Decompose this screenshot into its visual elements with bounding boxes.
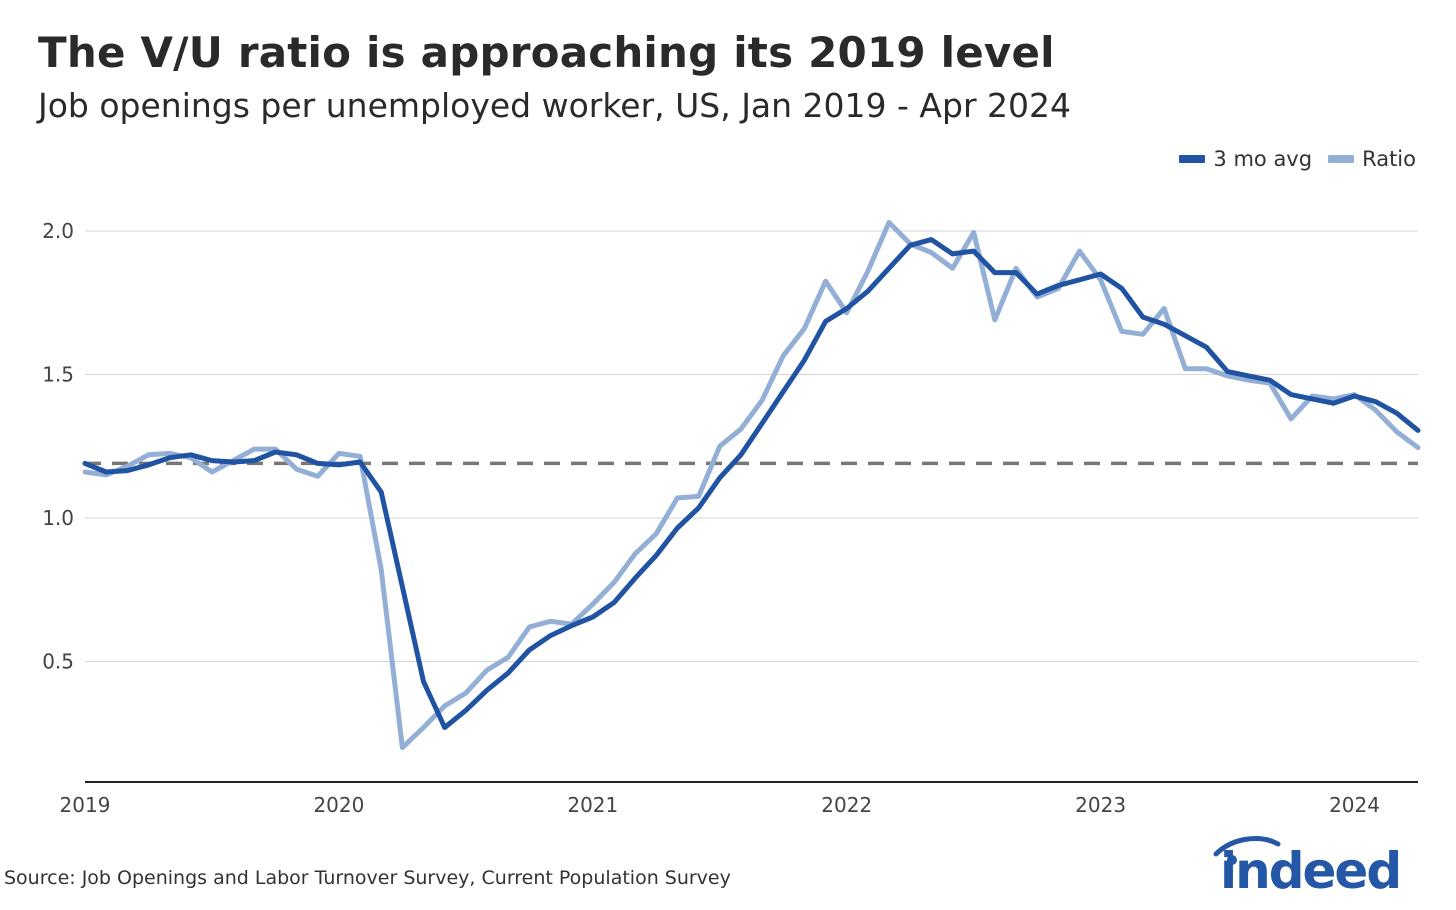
logo-dot-icon (1227, 855, 1237, 865)
source-note: Source: Job Openings and Labor Turnover … (4, 867, 731, 889)
chart-subtitle: Job openings per unemployed worker, US, … (38, 86, 1071, 125)
gridlines (85, 230, 1418, 662)
legend-item-ratio: Ratio (1328, 147, 1416, 171)
x-tick-label: 2022 (821, 793, 872, 817)
x-tick-label: 2021 (567, 793, 618, 817)
series-layer (82, 219, 1421, 751)
x-tick-label: 2020 (313, 793, 364, 817)
y-tick-label: 1.5 (42, 362, 74, 386)
y-tick-label: 0.5 (42, 649, 74, 673)
axis-layer: 0.5 1.0 1.5 2.0 2019 2020 2021 2022 2023 2024 (42, 219, 1418, 817)
x-tick-label: 2019 (60, 793, 111, 817)
x-tick-label: 2024 (1329, 793, 1380, 817)
chart-title: The V/U ratio is approaching its 2019 le… (38, 28, 1055, 77)
y-tick-label: 2.0 (42, 219, 74, 243)
legend-swatch-ratio (1328, 155, 1355, 163)
x-tick-label: 2023 (1075, 793, 1126, 817)
y-tick-label: 1.0 (42, 506, 74, 530)
legend-label-ratio: Ratio (1362, 147, 1416, 171)
legend: 3 mo avg Ratio (1163, 147, 1416, 171)
indeed-logo: indeed (1213, 836, 1402, 894)
logo-wordmark: indeed (1220, 842, 1400, 894)
legend-label-avg: 3 mo avg (1213, 147, 1313, 171)
series-line-ratio (82, 219, 1421, 751)
series-line-3-mo-avg (82, 237, 1421, 730)
legend-swatch-avg (1179, 155, 1206, 163)
logo-swoosh-icon (1213, 836, 1281, 857)
legend-item-avg: 3 mo avg (1179, 147, 1312, 171)
